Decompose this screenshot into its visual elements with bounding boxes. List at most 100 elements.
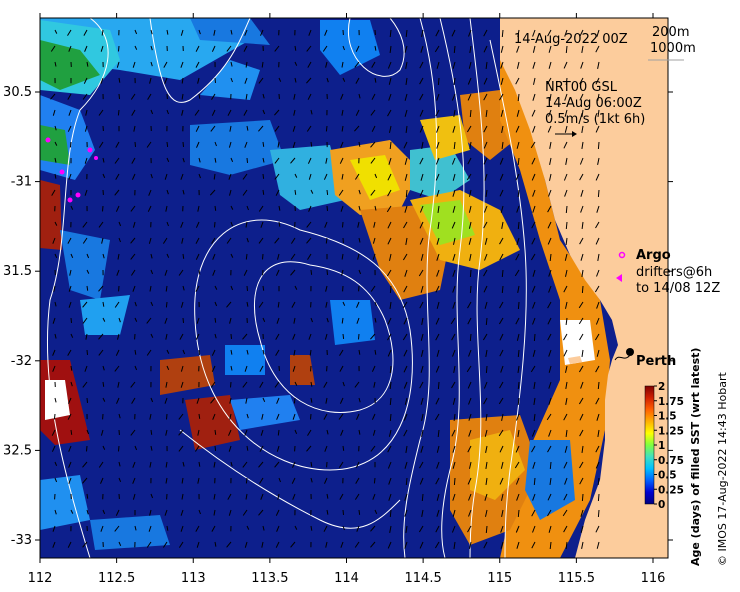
current-vector (370, 157, 376, 164)
argo-label: Argo (636, 248, 671, 263)
current-vector (180, 381, 184, 388)
isobath-label-200m: 200m (652, 25, 689, 40)
current-vector (68, 301, 72, 308)
current-vector (53, 413, 56, 420)
current-vector (371, 93, 376, 100)
current-vector (180, 61, 184, 68)
current-vector (326, 205, 328, 211)
current-vector (230, 461, 233, 467)
current-vector (389, 285, 392, 294)
current-vector (274, 237, 280, 244)
current-vector (354, 61, 360, 68)
current-vector (549, 477, 552, 485)
current-vector (452, 125, 456, 133)
current-vector (181, 477, 184, 484)
current-vector (290, 541, 296, 548)
current-vector (548, 269, 552, 277)
current-vector (214, 141, 217, 147)
current-vector (420, 45, 424, 53)
current-vector (131, 397, 136, 404)
current-vector (389, 413, 392, 422)
current-vector (166, 365, 170, 371)
current-vector (564, 445, 568, 453)
current-vector (405, 125, 408, 133)
x-tick-label: 116 (641, 571, 666, 586)
current-vector (483, 141, 488, 149)
current-vector (246, 125, 249, 131)
current-vector (242, 461, 248, 468)
current-vector (402, 301, 408, 309)
current-vector (228, 141, 232, 148)
current-vector (134, 317, 138, 322)
current-vector (118, 541, 122, 547)
current-vector (54, 461, 58, 466)
current-vector (214, 333, 217, 339)
current-vector (404, 493, 408, 501)
current-vector (451, 525, 456, 533)
current-vector (466, 125, 472, 133)
current-vector (581, 445, 584, 453)
current-vector (500, 61, 504, 69)
current-vector (467, 93, 472, 101)
colorbar-tick-label: 2 (658, 381, 665, 393)
current-vector (435, 29, 440, 37)
y-tick-label: 32.5 (3, 443, 32, 458)
current-vector (67, 413, 72, 420)
current-vector (166, 221, 169, 227)
current-vector (150, 445, 153, 451)
current-vector (53, 285, 56, 292)
current-vector (484, 173, 488, 181)
current-vector (214, 301, 218, 307)
colorbar-tick-label: 0 (658, 499, 665, 511)
current-vector (101, 29, 104, 36)
current-vector (338, 189, 344, 196)
current-vector (596, 269, 600, 277)
current-vector (565, 397, 568, 405)
current-vector (516, 45, 520, 53)
current-vector (565, 317, 568, 325)
current-vector (403, 317, 408, 325)
current-vector (307, 429, 312, 436)
current-vector (70, 333, 74, 338)
current-vector (501, 125, 504, 133)
current-vector (259, 477, 264, 484)
current-vector (243, 109, 248, 116)
current-vector (100, 477, 104, 484)
current-vector (147, 205, 152, 212)
current-vector (134, 525, 137, 531)
current-vector (530, 141, 536, 149)
current-vector (150, 109, 154, 115)
current-vector (405, 77, 408, 85)
current-vector (436, 61, 440, 69)
current-vector (54, 397, 57, 403)
current-vector (165, 477, 168, 484)
current-vector (54, 333, 57, 339)
current-vector (294, 173, 298, 178)
x-tick-label: 115.5 (558, 571, 595, 586)
current-vector (549, 93, 552, 101)
current-vector (213, 461, 216, 468)
current-vector (517, 285, 520, 293)
current-vector (468, 349, 472, 357)
current-vector (292, 365, 296, 372)
current-vector (595, 525, 600, 533)
current-vector (436, 509, 440, 517)
current-vector (115, 173, 120, 180)
current-vector (181, 237, 184, 244)
current-vector (262, 525, 265, 531)
current-vector (132, 285, 136, 292)
current-vector (324, 445, 328, 452)
current-vector (531, 509, 536, 517)
current-vector (468, 29, 472, 37)
current-vector (195, 333, 200, 340)
current-vector (405, 189, 408, 198)
current-vector (402, 333, 408, 341)
current-vector (358, 349, 361, 355)
current-vector (211, 109, 216, 116)
current-vector (310, 317, 313, 323)
current-vector (436, 253, 440, 261)
current-vector (547, 221, 552, 229)
current-vector (292, 333, 296, 340)
current-vector (485, 477, 488, 485)
current-vector (483, 381, 488, 389)
